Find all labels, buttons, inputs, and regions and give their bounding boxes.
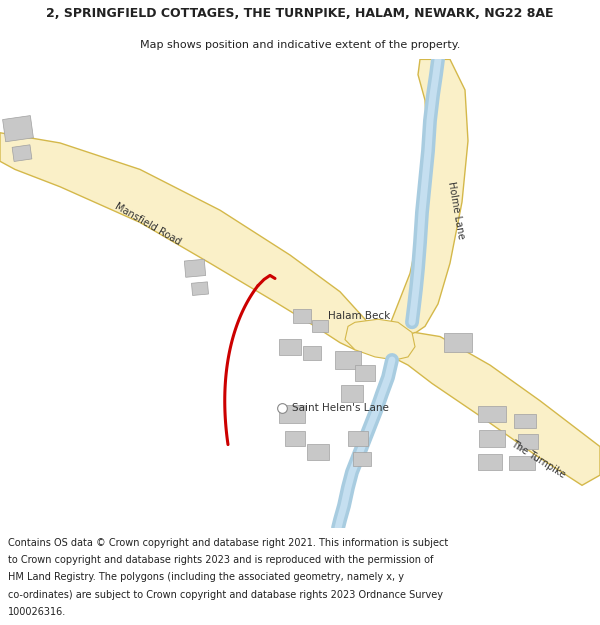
Bar [348, 431, 368, 446]
Bar [335, 351, 361, 369]
Text: Mansfield Road: Mansfield Road [113, 201, 183, 248]
Bar [184, 259, 206, 278]
Bar [341, 386, 363, 402]
Bar [279, 339, 301, 355]
Text: 100026316.: 100026316. [8, 607, 66, 617]
Text: to Crown copyright and database rights 2023 and is reproduced with the permissio: to Crown copyright and database rights 2… [8, 555, 433, 565]
Bar [478, 406, 506, 422]
Bar [307, 444, 329, 460]
Text: co-ordinates) are subject to Crown copyright and database rights 2023 Ordnance S: co-ordinates) are subject to Crown copyr… [8, 589, 443, 599]
Bar [303, 346, 321, 360]
Bar [518, 434, 538, 449]
Text: Contains OS data © Crown copyright and database right 2021. This information is : Contains OS data © Crown copyright and d… [8, 538, 448, 548]
Bar [285, 431, 305, 446]
Bar [353, 452, 371, 466]
Polygon shape [390, 59, 468, 336]
Bar [509, 456, 535, 470]
Text: Saint Helen's Lane: Saint Helen's Lane [292, 403, 389, 413]
Text: Halam Beck: Halam Beck [328, 311, 390, 321]
Bar [444, 334, 472, 352]
Bar [355, 365, 375, 381]
Bar [293, 309, 311, 323]
Bar [479, 430, 505, 447]
Bar [514, 414, 536, 428]
Bar [2, 116, 34, 142]
Bar [12, 145, 32, 161]
Text: Map shows position and indicative extent of the property.: Map shows position and indicative extent… [140, 39, 460, 49]
Polygon shape [345, 319, 415, 360]
Bar [279, 405, 305, 423]
Text: Holme Lane: Holme Lane [446, 181, 466, 240]
Text: 2, SPRINGFIELD COTTAGES, THE TURNPIKE, HALAM, NEWARK, NG22 8AE: 2, SPRINGFIELD COTTAGES, THE TURNPIKE, H… [46, 6, 554, 19]
Polygon shape [0, 132, 375, 350]
Text: The Turnpike: The Turnpike [509, 438, 567, 479]
Text: HM Land Registry. The polygons (including the associated geometry, namely x, y: HM Land Registry. The polygons (includin… [8, 572, 404, 582]
Polygon shape [392, 332, 600, 486]
Bar [191, 282, 208, 296]
Bar [312, 320, 328, 332]
Bar [478, 454, 502, 470]
